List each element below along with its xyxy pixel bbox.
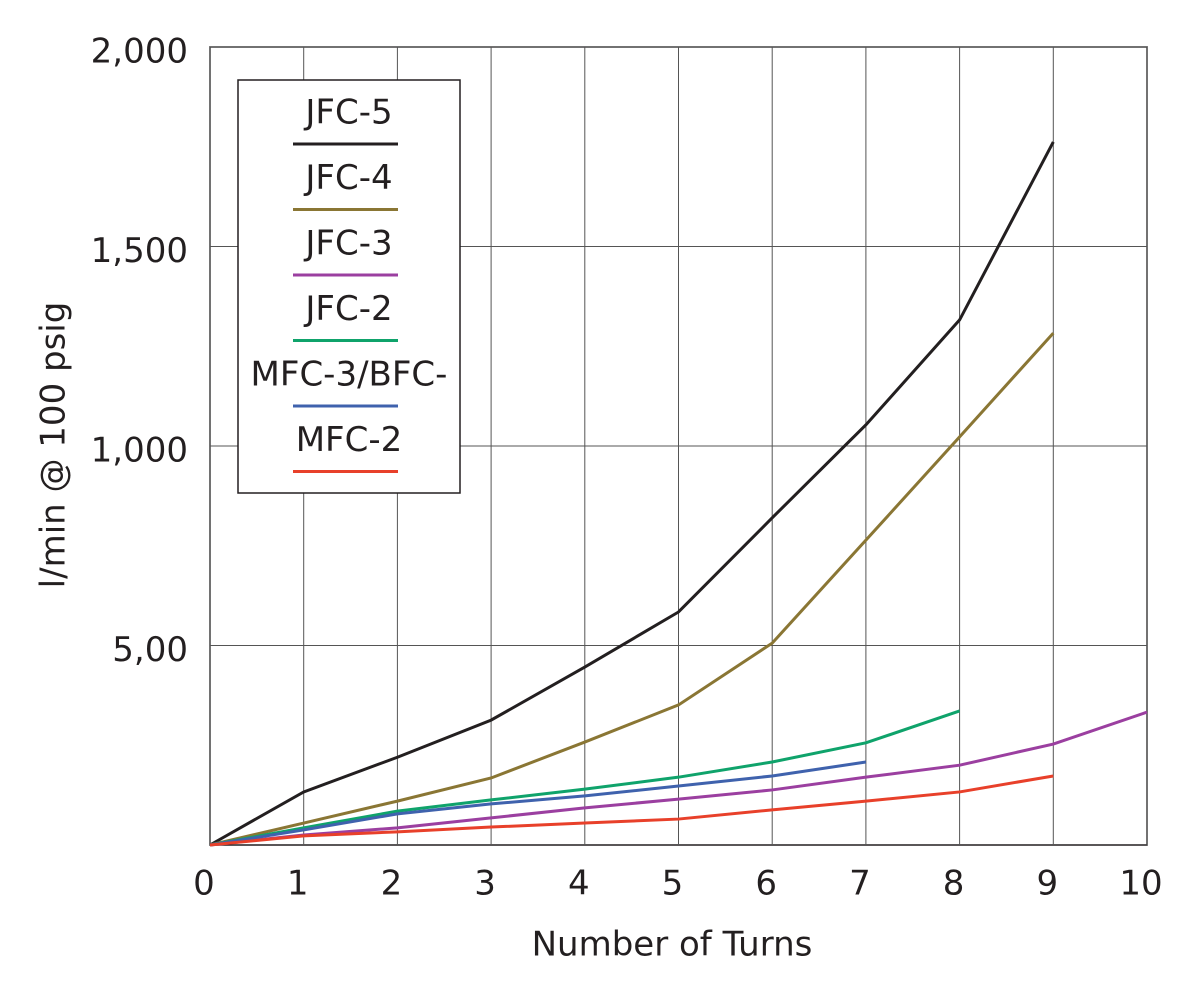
x-tick-label: 10: [1119, 864, 1162, 904]
y-axis-title: l/min @ 100 psig: [34, 302, 74, 589]
y-tick-label: 5,00: [112, 630, 188, 670]
series-line: [209, 710, 1148, 847]
x-tick-label: 7: [849, 864, 871, 904]
x-tick-label: 8: [943, 864, 965, 904]
x-tick-label: 0: [193, 864, 215, 904]
x-tick-label: 6: [755, 864, 777, 904]
x-tick-label: 4: [568, 864, 590, 904]
x-tick-label: 1: [287, 864, 309, 904]
legend-label: MFC-2: [296, 420, 403, 460]
x-tick-label: 3: [474, 864, 496, 904]
y-tick-label: 1,000: [91, 431, 188, 471]
series-line: [209, 760, 867, 847]
x-axis-title: Number of Turns: [532, 925, 813, 965]
x-tick-label: 9: [1036, 864, 1058, 904]
legend-label: JFC-5: [303, 93, 392, 133]
legend-label: MFC-3/BFC-: [251, 355, 448, 395]
series-line: [209, 332, 1055, 847]
legend-box: [237, 79, 461, 494]
legend-label: JFC-4: [303, 158, 392, 198]
series-line: [209, 709, 961, 847]
series-line: [209, 141, 1055, 847]
x-tick-label: 5: [662, 864, 684, 904]
y-tick-label: 2,000: [91, 32, 188, 72]
legend-label: JFC-3: [303, 224, 392, 264]
x-tick-label: 2: [381, 864, 403, 904]
legend-label: JFC-2: [303, 289, 392, 329]
y-tick-label: 1,500: [91, 231, 188, 271]
series-line: [209, 774, 1054, 847]
